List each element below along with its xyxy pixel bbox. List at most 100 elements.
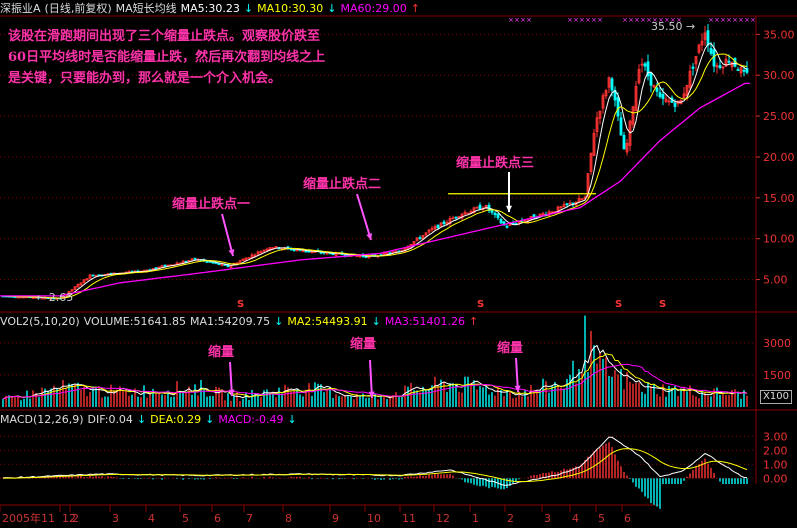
- annotation-overlay: S S S S× × × × × × × × × × × × × × × × × × × × × × × × × × × ×: [221, 16, 756, 399]
- candle-body: [301, 250, 305, 253]
- candle-body: [427, 229, 431, 233]
- macd-panel-header: MACD(12,26,9) DIF:0.04 ↓ DEA:0.29 ↓ MACD:-0.4…: [0, 412, 301, 428]
- arrow-point-1-icon-head: [228, 249, 235, 256]
- candle-body: [628, 120, 632, 146]
- candle-body: [724, 58, 728, 67]
- macd-histogram: [2, 436, 748, 509]
- candle-body: [70, 289, 74, 292]
- arrow-point-3-icon-head: [505, 205, 513, 212]
- date-tick-label: 5: [182, 512, 189, 525]
- event-marker-icon: ×: [640, 16, 646, 24]
- vol-ma3-arrow-icon: ↑: [469, 315, 479, 328]
- event-marker-icon: ×: [646, 16, 652, 24]
- ma5-value: MA5:30.23: [180, 2, 240, 15]
- candle-body: [688, 70, 692, 88]
- event-marker-icon: ×: [597, 16, 603, 24]
- date-tick-label: 12: [436, 512, 450, 525]
- candle-body: [595, 117, 599, 132]
- candle-body: [664, 98, 668, 103]
- indicator-name: MA短长均线: [115, 2, 177, 15]
- grid-layer: 5.0010.0015.0020.0025.0030.0035.00150030…: [0, 15, 797, 525]
- price-tick-label: 35.00: [763, 28, 795, 41]
- price-tick-label: 25.00: [763, 110, 795, 123]
- event-marker-icon: ×: [622, 16, 628, 24]
- annotation-point-1: 缩量止跌点一: [172, 197, 251, 212]
- left-arrow-icon: ←: [36, 291, 46, 304]
- candle-body: [661, 94, 665, 99]
- candle-body: [730, 62, 734, 68]
- event-marker-icon: ×: [708, 16, 714, 24]
- candle-body: [607, 77, 611, 88]
- event-marker-icon: ×: [514, 16, 520, 24]
- dea-line: [2, 448, 748, 482]
- candle-body: [745, 68, 749, 73]
- date-tick-label: 11: [402, 512, 416, 525]
- candle-body: [718, 65, 722, 69]
- price-tick-label: 5.00: [763, 274, 788, 287]
- candle-body: [712, 49, 716, 67]
- ma60-line: [0, 82, 750, 297]
- dividend-marker-icon: S: [477, 299, 484, 310]
- macd-indicator-name: MACD(12,26,9): [0, 413, 84, 426]
- ma10-line: [2, 53, 748, 299]
- candle-body: [652, 85, 656, 88]
- candle-body: [673, 102, 677, 107]
- candle-body: [541, 213, 545, 216]
- candle-body: [709, 48, 713, 54]
- moving-average-lines: [0, 42, 750, 299]
- right-arrow-icon: →: [686, 20, 696, 33]
- event-marker-icon: ×: [585, 16, 591, 24]
- candle-body: [205, 260, 209, 263]
- event-marker-icon: ×: [670, 16, 676, 24]
- candle-body: [667, 100, 671, 103]
- date-tick-label: 4: [572, 512, 579, 525]
- volume-tick-label: 3000: [763, 337, 791, 350]
- arrow-volume-1-icon-head: [228, 389, 235, 396]
- candle-body: [385, 252, 389, 255]
- candle-body: [91, 274, 95, 277]
- volume-tick-label: 1500: [763, 369, 791, 382]
- vol-indicator-name: VOL2(5,10,20): [0, 315, 80, 328]
- macd-tick-label: 0.00: [763, 472, 788, 485]
- candle-body: [448, 218, 452, 224]
- candle-body: [727, 60, 731, 63]
- dif-arrow-icon: ↓: [136, 413, 147, 426]
- ma10-value: MA10:30.30: [257, 2, 324, 15]
- candle-body: [424, 232, 428, 236]
- date-tick-label: 9: [332, 512, 339, 525]
- candle-body: [565, 203, 569, 206]
- candle-body: [658, 92, 662, 98]
- candle-body: [304, 250, 308, 253]
- candle-body: [436, 224, 440, 229]
- vol-ma2-arrow-icon: ↓: [371, 315, 381, 328]
- date-tick-label: 10: [367, 512, 381, 525]
- candle-body: [616, 97, 620, 117]
- event-marker-icon: ×: [744, 16, 750, 24]
- candle-body: [625, 142, 629, 153]
- candle-body: [256, 251, 260, 255]
- volume-panel-header: VOL2(5,10,20) VOLUME:51641.85 MA1:54209.75…: [0, 314, 482, 330]
- date-tick-label: 5: [598, 512, 605, 525]
- high-price-value: 35.50: [651, 20, 683, 33]
- arrow-volume-3-icon-head: [514, 385, 521, 392]
- candle-body: [433, 226, 437, 230]
- annotation-point-3: 缩量止跌点三: [456, 156, 535, 171]
- volume-ma2-line: [2, 353, 748, 400]
- candle-body: [610, 78, 614, 91]
- event-marker-icon: ×: [726, 16, 732, 24]
- date-tick-label: 3: [544, 512, 551, 525]
- event-marker-icon: ×: [628, 16, 634, 24]
- annotation-volume-3: 缩量: [497, 341, 524, 356]
- dea-value: DEA:0.29: [150, 413, 202, 426]
- candle-body: [508, 223, 512, 226]
- candle-body: [82, 279, 86, 284]
- candle-body: [736, 69, 740, 72]
- volume-unit-badge: X100: [760, 390, 792, 404]
- candle-body: [715, 65, 719, 68]
- chart-mode: (日线,前复权): [44, 2, 112, 15]
- candle-body: [559, 206, 563, 209]
- candle-body: [265, 248, 269, 251]
- candle-body: [691, 66, 695, 69]
- volume-ma3-line: [2, 363, 748, 400]
- candle-body: [706, 30, 710, 46]
